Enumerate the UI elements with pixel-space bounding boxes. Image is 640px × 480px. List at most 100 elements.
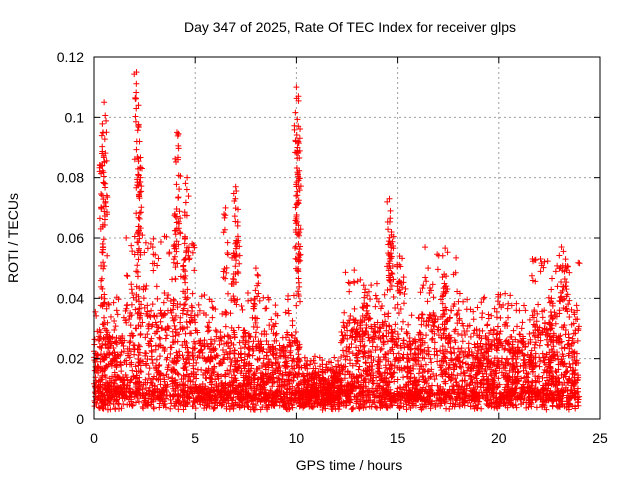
data-point	[562, 327, 569, 334]
data-point	[172, 332, 179, 339]
data-point	[150, 267, 157, 274]
data-point	[137, 357, 144, 364]
data-point	[127, 338, 134, 345]
data-point-peak	[184, 174, 191, 181]
data-point	[522, 307, 529, 314]
data-point	[529, 396, 536, 403]
data-point	[225, 370, 232, 377]
data-point	[494, 323, 501, 330]
data-point	[225, 381, 232, 388]
data-point	[429, 315, 436, 322]
data-point	[99, 381, 106, 388]
data-point	[172, 312, 179, 319]
data-point	[224, 339, 231, 346]
data-point	[453, 254, 460, 261]
data-point	[152, 319, 159, 326]
data-point	[307, 361, 314, 368]
data-point	[479, 343, 486, 350]
data-point	[561, 344, 568, 351]
data-point	[576, 260, 583, 267]
data-point	[184, 349, 191, 356]
data-point	[235, 324, 242, 331]
data-point	[545, 381, 552, 388]
data-point	[253, 402, 260, 409]
data-point	[409, 402, 416, 409]
data-point	[418, 311, 425, 318]
data-point	[386, 323, 393, 330]
data-point	[428, 366, 435, 373]
data-point	[231, 213, 238, 220]
data-point	[465, 392, 472, 399]
data-point	[366, 397, 373, 404]
data-point	[504, 305, 511, 312]
data-point	[147, 338, 154, 345]
data-point	[419, 354, 426, 361]
data-point	[134, 262, 141, 269]
data-point	[437, 383, 444, 390]
data-point	[272, 320, 279, 327]
data-point	[360, 343, 367, 350]
data-point	[570, 330, 577, 337]
data-point	[157, 318, 164, 325]
data-point	[198, 366, 205, 373]
data-point	[365, 379, 372, 386]
data-point	[576, 393, 583, 400]
data-point	[357, 342, 364, 349]
data-point	[116, 405, 123, 412]
data-point	[114, 373, 121, 380]
data-point	[113, 307, 120, 314]
data-point	[94, 385, 101, 392]
data-point	[505, 377, 512, 384]
data-point	[148, 353, 155, 360]
data-point	[166, 392, 173, 399]
data-point	[101, 356, 108, 363]
data-point	[455, 330, 462, 337]
data-point	[359, 348, 366, 355]
data-point	[524, 351, 531, 358]
data-point	[488, 346, 495, 353]
data-point	[114, 311, 121, 318]
data-point	[330, 379, 337, 386]
data-point	[128, 330, 135, 337]
data-point	[347, 381, 354, 388]
data-point	[123, 272, 130, 279]
data-point	[435, 400, 442, 407]
data-point	[444, 389, 451, 396]
data-point	[382, 318, 389, 325]
data-point	[215, 383, 222, 390]
data-point	[221, 351, 228, 358]
data-point	[228, 359, 235, 366]
data-point	[162, 326, 169, 333]
data-point	[415, 370, 422, 377]
data-point	[391, 369, 398, 376]
data-point	[553, 313, 560, 320]
data-point	[161, 378, 168, 385]
data-point	[545, 363, 552, 370]
data-point	[346, 288, 353, 295]
data-point	[383, 400, 390, 407]
data-point	[128, 301, 135, 308]
data-point	[194, 388, 201, 395]
data-point	[550, 351, 557, 358]
data-point	[368, 359, 375, 366]
data-point	[139, 386, 146, 393]
data-point	[135, 342, 142, 349]
data-point	[132, 380, 139, 387]
data-point	[182, 301, 189, 308]
data-point	[566, 297, 573, 304]
data-point	[484, 363, 491, 370]
data-point	[335, 406, 342, 413]
data-point	[161, 400, 168, 407]
data-point	[374, 380, 381, 387]
data-point	[164, 295, 171, 302]
data-point	[97, 358, 104, 365]
data-point	[397, 342, 404, 349]
data-point	[384, 287, 391, 294]
data-point	[353, 400, 360, 407]
data-point	[273, 350, 280, 357]
data-point	[243, 399, 250, 406]
data-point	[339, 347, 346, 354]
data-point	[208, 336, 215, 343]
data-point	[496, 381, 503, 388]
data-point	[443, 317, 450, 324]
